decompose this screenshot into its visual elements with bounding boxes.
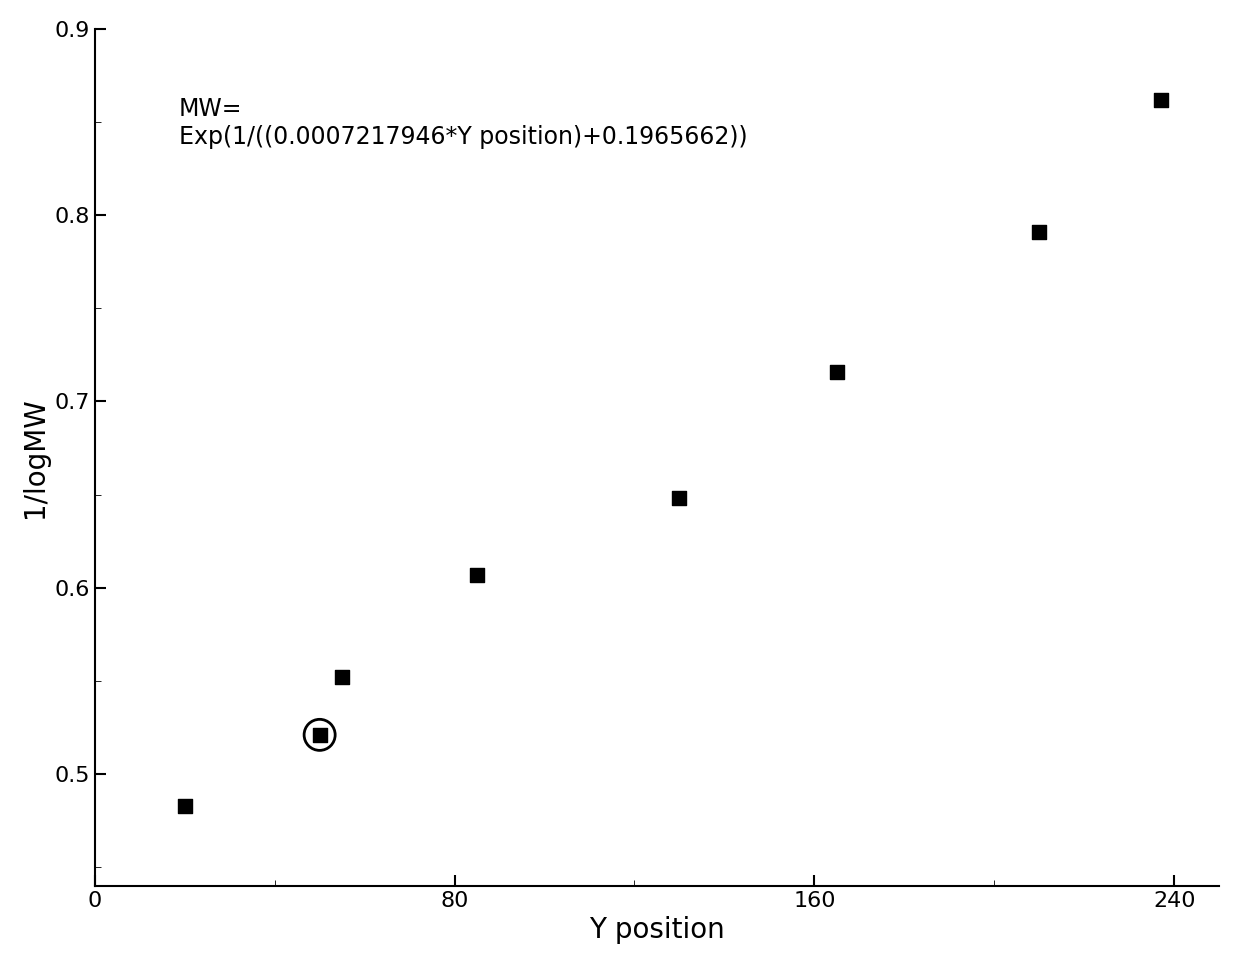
- Point: [310, 728, 330, 743]
- Point: [670, 490, 689, 506]
- Text: MW=
Exp(1/((0.0007217946*Y position)+0.1965662)): MW= Exp(1/((0.0007217946*Y position)+0.1…: [179, 97, 748, 150]
- Point: [827, 364, 847, 379]
- Point: [175, 798, 195, 813]
- Point: [1151, 92, 1171, 107]
- Y-axis label: 1/logMW: 1/logMW: [21, 397, 48, 517]
- Point: [467, 566, 487, 582]
- Point: [1029, 224, 1049, 239]
- Point: [310, 728, 330, 743]
- X-axis label: Y position: Y position: [589, 916, 725, 944]
- Point: [332, 670, 352, 685]
